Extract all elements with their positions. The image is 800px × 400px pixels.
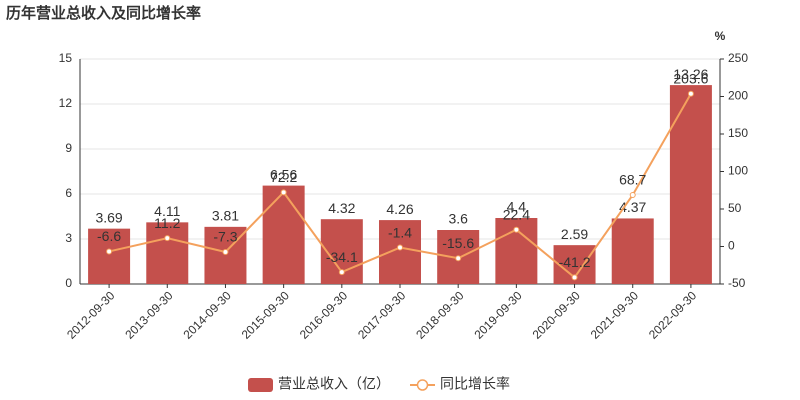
line-point <box>164 235 171 242</box>
bar <box>379 220 421 284</box>
line-point <box>222 248 229 255</box>
line-value-label: -7.3 <box>213 229 237 245</box>
bar-value-label: 13.26 <box>673 66 708 82</box>
legend-point <box>416 379 429 391</box>
y-tick-label: 15 <box>59 51 73 65</box>
bar-value-label: 2.59 <box>561 226 588 242</box>
line-value-label: -41.2 <box>559 254 591 270</box>
legend-swatch <box>248 378 273 392</box>
y2-tick-label: 0 <box>728 239 735 253</box>
legend-label: 营业总收入（亿） <box>278 376 390 392</box>
bar-value-label: 3.69 <box>95 209 122 225</box>
y2-tick-label: 200 <box>728 89 748 103</box>
bar-value-label: 3.6 <box>448 211 468 227</box>
bar <box>146 222 189 284</box>
line-value-label: -1.4 <box>388 224 412 240</box>
line-point <box>106 248 113 255</box>
y2-tick-label: 100 <box>728 164 748 178</box>
y2-tick-label: 250 <box>728 51 748 65</box>
line-value-label: 11.2 <box>154 215 180 231</box>
bar-value-label: 4.11 <box>154 203 180 219</box>
bar <box>88 228 131 284</box>
chart-title: 历年营业总收入及同比增长率 <box>6 4 201 22</box>
y-tick-label: 0 <box>65 276 72 290</box>
y-tick-label: 12 <box>59 96 73 110</box>
line-point <box>629 191 636 198</box>
line-value-label: 72.2 <box>270 169 297 185</box>
line-point <box>513 226 520 233</box>
line-value-label: -6.6 <box>97 228 121 244</box>
line-value-label: 68.7 <box>619 172 646 188</box>
line-value-label: 22.4 <box>503 206 530 222</box>
bar <box>669 85 712 284</box>
bar <box>262 185 305 284</box>
legend-label: 同比增长率 <box>440 376 510 392</box>
bar-value-label: 4.4 <box>507 199 527 215</box>
line-point <box>280 189 287 196</box>
line-point <box>397 244 403 251</box>
y-tick-label: 9 <box>65 141 72 155</box>
y-tick-label: 6 <box>65 186 72 200</box>
line-point <box>338 269 345 276</box>
bar-value-label: 6.56 <box>270 166 297 182</box>
y2-tick-label: -50 <box>728 276 746 290</box>
line-value-label: -15.6 <box>442 235 474 251</box>
y2-unit: % <box>715 29 726 43</box>
y2-tick-label: 50 <box>728 201 742 215</box>
line-point <box>455 255 462 262</box>
bar-value-label: 4.32 <box>328 200 355 216</box>
bar <box>611 218 654 284</box>
bar-value-label: 3.81 <box>212 208 239 224</box>
line-point <box>687 90 694 97</box>
line-value-label: 203.6 <box>673 71 708 87</box>
y2-tick-label: 150 <box>728 126 748 140</box>
y-tick-label: 3 <box>65 231 72 245</box>
bar-value-label: 4.26 <box>386 201 413 217</box>
line-value-label: -34.1 <box>326 249 358 265</box>
line-point <box>571 274 578 281</box>
